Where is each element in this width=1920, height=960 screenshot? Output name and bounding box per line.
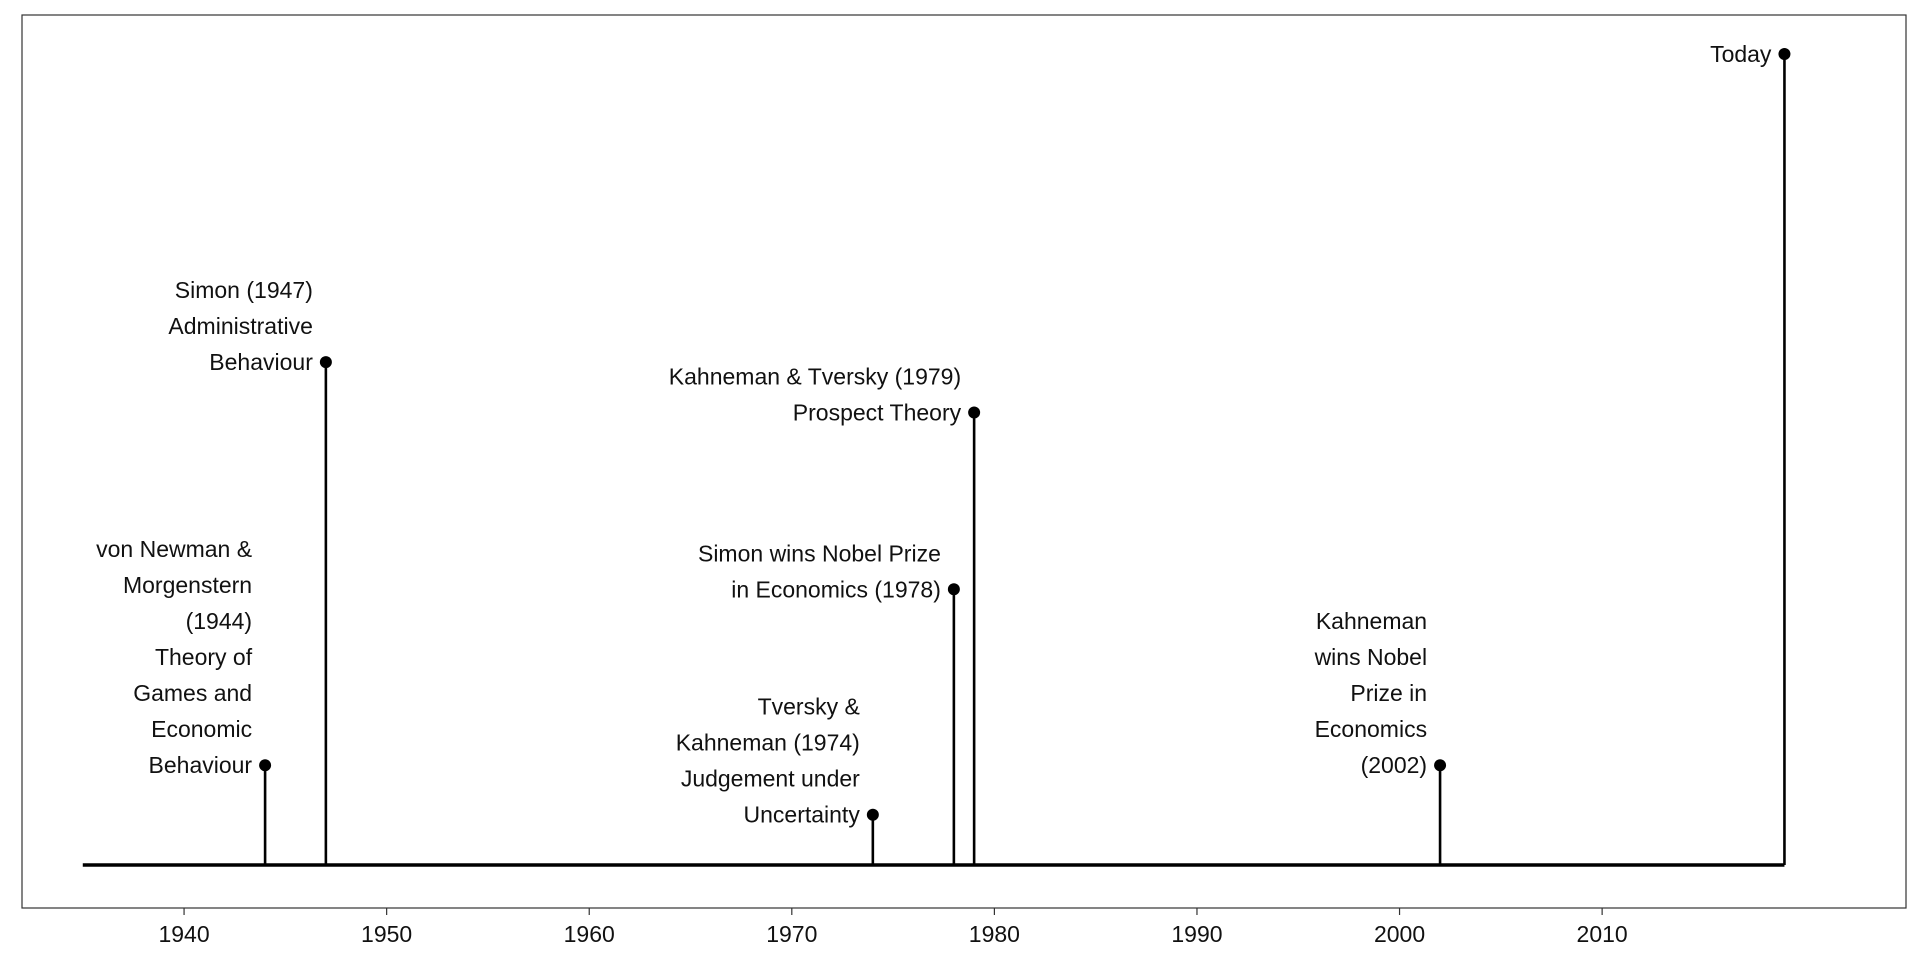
event-label-line: Behaviour [209,349,313,375]
event-label-line: von Newman & [96,536,252,562]
event-point-2019 [1778,48,1791,60]
event-label-2002: Kahneman wins Nobel Prize in Economics (2002… [1314,608,1428,778]
x-axis: 1940 1950 1960 1970 1980 1990 2000 2010 [158,908,1628,947]
event-label-line: Morgenstern [123,572,252,598]
event-point-2002 [1434,759,1447,772]
event-point-1944 [259,759,272,772]
event-label-line: (2002) [1361,752,1427,778]
x-tick-label-1960: 1960 [564,921,615,947]
event-label-line: Simon (1947) [175,277,313,303]
event-label-line: Kahneman (1974) [676,730,860,756]
event-label-line: Games and [133,680,252,706]
event-label-line: Kahneman [1316,608,1427,634]
event-stems [263,54,1786,865]
plot-panel-border [21,14,1907,909]
event-label-line: Simon wins Nobel Prize [698,540,941,566]
event-label-line: Kahneman & Tversky (1979) [669,363,961,389]
event-label-line: Prospect Theory [793,399,962,425]
event-label-line: wins Nobel [1314,644,1428,670]
event-label-line: in Economics (1978) [731,576,941,602]
event-label-1974: Tversky & Kahneman (1974) Judgement under U… [676,694,861,828]
x-tick-label-2010: 2010 [1577,921,1628,947]
event-label-line: Behaviour [149,752,253,778]
event-point-1979 [968,406,981,419]
event-labels: von Newman & Morgenstern (1944) Theory of Ga… [96,41,1772,828]
x-tick-label-1950: 1950 [361,921,412,947]
x-tick-label-1980: 1980 [969,921,1020,947]
event-label-2019: Today [1710,41,1772,67]
event-label-line: (1944) [186,608,252,634]
event-point-1978 [947,583,960,596]
event-label-line: Today [1710,41,1772,67]
event-label-line: Theory of [155,644,253,670]
x-tick-label-2000: 2000 [1374,921,1425,947]
x-tick-label-1940: 1940 [158,921,209,947]
event-label-line: Economic [151,716,252,742]
event-label-line: Prize in [1350,680,1427,706]
event-points [259,48,1791,821]
x-tick-label-1990: 1990 [1171,921,1222,947]
event-label-line: Economics [1315,716,1427,742]
event-label-line: Uncertainty [744,802,861,828]
event-label-1947: Simon (1947) Administrative Behaviour [168,277,313,375]
event-label-1979: Kahneman & Tversky (1979) Prospect Theory [669,363,962,425]
event-label-line: Judgement under [681,766,860,792]
x-tick-label-1970: 1970 [766,921,817,947]
event-label-line: Administrative [168,313,312,339]
event-label-1944: von Newman & Morgenstern (1944) Theory of Ga… [96,536,253,778]
event-label-1978: Simon wins Nobel Prize in Economics (1978… [698,540,941,602]
event-point-1974 [866,808,879,821]
event-point-1947 [319,356,332,369]
event-label-line: Tversky & [758,694,860,720]
